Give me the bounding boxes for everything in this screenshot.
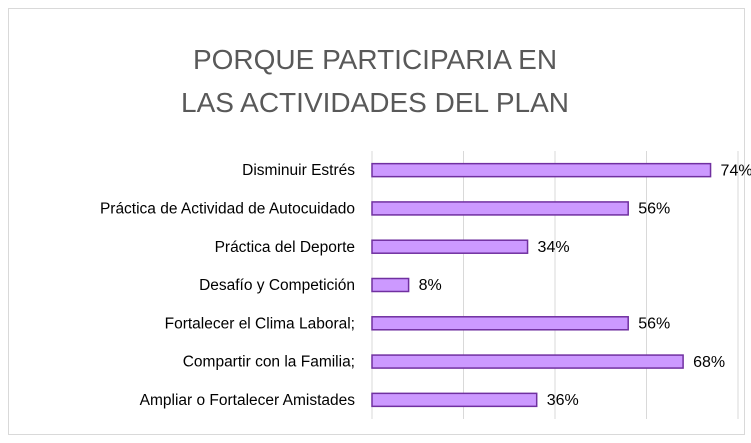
data-label: 36% <box>547 392 579 409</box>
y-tick-label: Ampliar o Fortalecer Amistades <box>140 392 356 409</box>
y-tick-label: Compartir con la Familia; <box>183 354 355 371</box>
data-label: 56% <box>638 316 670 333</box>
y-tick-label: Práctica de Actividad de Autocuidado <box>100 201 355 218</box>
y-tick-label: Fortalecer el Clima Laboral; <box>165 315 355 332</box>
bar <box>371 277 410 293</box>
bar <box>371 162 712 178</box>
bar <box>371 354 684 369</box>
data-label: 34% <box>538 239 570 256</box>
data-label: 8% <box>419 277 442 294</box>
bar <box>371 392 538 408</box>
bar <box>371 239 529 254</box>
bar <box>371 201 629 216</box>
data-label: 74% <box>721 162 751 179</box>
y-tick-label: Desafío y Competición <box>199 277 355 294</box>
data-label: 56% <box>638 201 670 218</box>
y-tick-label: Práctica del Deporte <box>215 239 355 256</box>
y-tick-label: Disminuir Estrés <box>242 162 355 179</box>
bar <box>371 316 629 331</box>
data-label: 68% <box>693 354 725 371</box>
chart-title: PORQUE PARTICIPARIA EN LAS ACTIVIDADES D… <box>181 44 569 118</box>
